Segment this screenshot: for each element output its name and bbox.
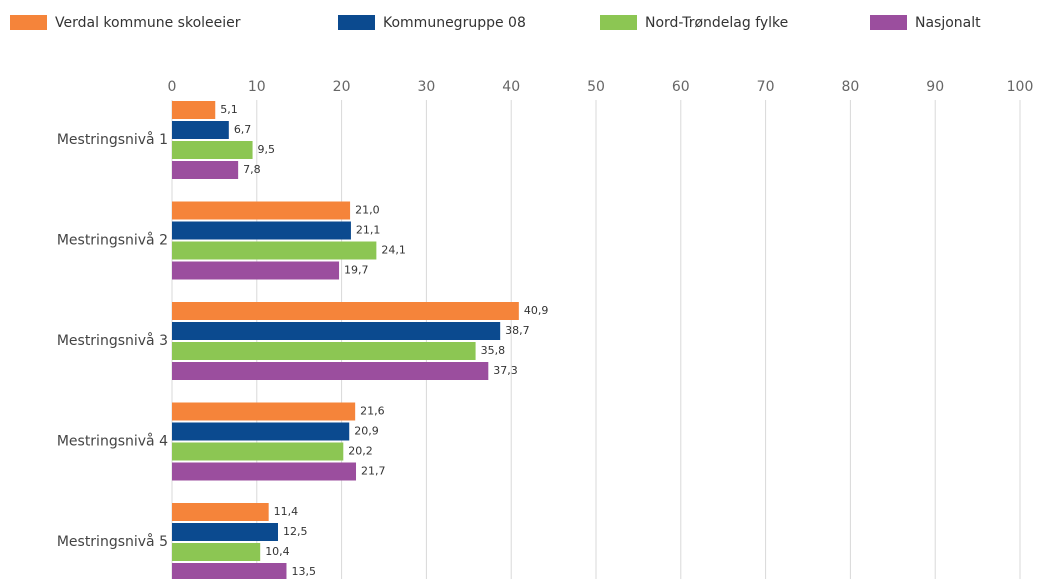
value-label: 7,8 [243, 163, 260, 176]
x-tick-label: 80 [841, 79, 859, 95]
legend-swatch [10, 15, 47, 30]
x-tick-label: 90 [926, 79, 944, 95]
value-label: 13,5 [291, 565, 316, 578]
bar [172, 362, 489, 380]
bar [172, 563, 287, 579]
legend-swatch [600, 15, 637, 30]
legend-label: Nasjonalt [915, 15, 981, 31]
x-tick-label: 60 [672, 79, 690, 95]
bar [172, 342, 476, 360]
x-tick-label: 70 [757, 79, 775, 95]
bar [172, 101, 216, 119]
bar [172, 161, 239, 179]
category-label: Mestringsnivå 1 [57, 131, 168, 148]
bar [172, 523, 278, 541]
x-tick-label: 50 [587, 79, 605, 95]
bar [172, 543, 261, 561]
value-label: 21,1 [356, 224, 381, 237]
x-tick-label: 100 [1007, 79, 1034, 95]
x-tick-label: 30 [417, 79, 435, 95]
bar [172, 302, 519, 320]
value-label: 38,7 [505, 324, 530, 337]
bar [172, 503, 269, 521]
bar [172, 221, 351, 240]
category-label: Mestringsnivå 3 [57, 332, 168, 349]
value-label: 21,0 [355, 204, 380, 217]
value-label: 24,1 [381, 244, 406, 257]
value-label: 37,3 [493, 364, 517, 377]
category-label: Mestringsnivå 4 [57, 433, 168, 450]
legend-swatch [338, 15, 375, 30]
x-tick-label: 40 [502, 79, 520, 95]
value-label: 35,8 [481, 344, 506, 357]
value-label: 21,7 [361, 465, 386, 478]
value-label: 9,5 [258, 143, 276, 156]
value-label: 20,2 [348, 445, 373, 458]
x-tick-label: 20 [333, 79, 351, 95]
legend-label: Nord-Trøndelag fylke [645, 15, 788, 31]
legend-label: Verdal kommune skoleeier [55, 15, 241, 31]
bar [172, 462, 357, 481]
bar [172, 121, 229, 139]
bar [172, 141, 253, 159]
bar [172, 402, 356, 421]
x-tick-label: 10 [248, 79, 266, 95]
x-tick-label: 0 [168, 79, 177, 95]
value-label: 19,7 [344, 264, 369, 277]
category-label: Mestringsnivå 5 [57, 533, 168, 550]
bar [172, 201, 351, 220]
category-label: Mestringsnivå 2 [57, 232, 168, 249]
value-label: 21,6 [360, 405, 385, 418]
value-label: 5,1 [220, 103, 238, 116]
bar [172, 241, 377, 260]
legend-label: Kommunegruppe 08 [383, 15, 526, 31]
value-label: 6,7 [234, 123, 252, 136]
bar [172, 261, 340, 280]
bar [172, 442, 344, 461]
value-label: 12,5 [283, 525, 308, 538]
bar [172, 422, 350, 441]
value-label: 10,4 [265, 545, 290, 558]
value-label: 40,9 [524, 304, 549, 317]
legend-swatch [870, 15, 907, 30]
value-label: 11,4 [274, 505, 299, 518]
bar [172, 322, 501, 340]
value-label: 20,9 [354, 425, 379, 438]
